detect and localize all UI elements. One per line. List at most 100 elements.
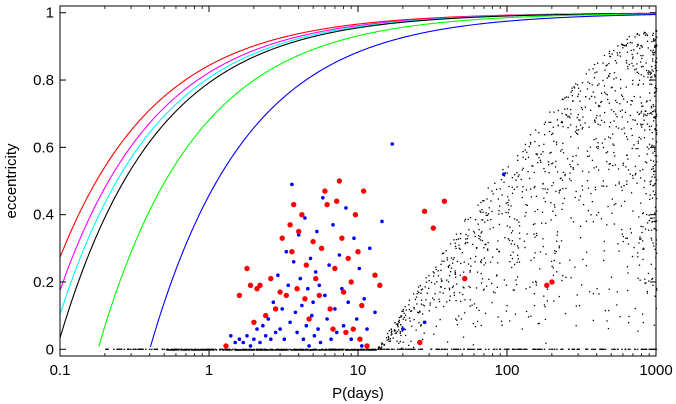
black-point <box>533 187 535 189</box>
black-point <box>656 70 658 72</box>
black-point <box>608 163 610 165</box>
black-point <box>434 283 436 285</box>
black-point <box>546 192 548 194</box>
blue-point <box>273 330 278 335</box>
black-point <box>611 53 613 55</box>
blue-point <box>329 337 333 342</box>
black-point <box>522 167 524 169</box>
black-point <box>587 155 589 158</box>
black-point <box>538 322 540 324</box>
black-point <box>271 348 274 350</box>
black-point <box>544 171 546 173</box>
black-point <box>589 291 591 293</box>
black-point <box>626 266 628 268</box>
black-point <box>413 308 415 310</box>
black-point <box>564 173 566 175</box>
black-point <box>534 223 536 225</box>
black-point <box>210 348 212 350</box>
black-points <box>105 30 658 351</box>
black-point <box>469 271 471 273</box>
black-point <box>451 286 454 289</box>
black-point <box>586 150 589 152</box>
black-point <box>423 305 426 307</box>
black-point <box>614 164 616 166</box>
black-point <box>513 243 516 245</box>
black-point <box>484 221 486 223</box>
black-point <box>533 305 536 307</box>
black-point <box>638 34 640 36</box>
black-point <box>449 271 452 273</box>
black-point <box>639 279 641 281</box>
blue-point <box>331 223 335 227</box>
black-point <box>351 349 353 351</box>
black-point <box>517 159 519 161</box>
plot-background <box>60 6 656 356</box>
red-point <box>299 212 305 218</box>
red-point <box>268 275 274 282</box>
black-point <box>314 349 317 351</box>
black-point <box>649 99 651 101</box>
red-point <box>339 235 345 241</box>
black-point <box>487 187 489 189</box>
black-point <box>596 214 598 216</box>
black-point <box>277 348 280 350</box>
black-point <box>606 161 608 163</box>
black-point <box>429 304 431 306</box>
black-point <box>630 49 632 52</box>
black-point <box>640 45 643 47</box>
black-point <box>455 276 457 278</box>
black-point <box>487 213 490 215</box>
black-point <box>652 284 654 286</box>
black-point <box>535 195 538 197</box>
black-point <box>475 287 478 289</box>
black-point <box>608 52 610 55</box>
black-point <box>517 348 519 350</box>
black-point <box>176 349 178 351</box>
black-point <box>650 76 652 79</box>
black-point <box>286 349 288 351</box>
black-point <box>487 348 490 350</box>
black-point <box>105 348 107 350</box>
black-point <box>548 121 550 123</box>
black-point <box>627 169 630 171</box>
black-point <box>256 348 258 350</box>
black-point <box>570 217 572 219</box>
black-point <box>628 63 630 66</box>
black-point <box>507 166 509 168</box>
black-point <box>465 242 467 244</box>
black-point <box>641 57 643 60</box>
black-point <box>333 348 335 350</box>
black-point <box>640 124 642 126</box>
black-point <box>579 119 581 121</box>
black-point <box>571 95 573 97</box>
blue-point <box>263 334 268 338</box>
black-point <box>597 147 599 150</box>
black-point <box>398 342 400 344</box>
black-point <box>479 239 482 241</box>
black-point <box>483 200 485 202</box>
black-point <box>616 291 618 293</box>
black-point <box>584 122 586 124</box>
black-point <box>373 348 376 350</box>
blue-point <box>311 300 315 305</box>
black-point <box>542 151 544 153</box>
black-point <box>440 278 442 280</box>
black-point <box>549 111 551 113</box>
black-point <box>634 348 636 350</box>
black-point <box>479 236 481 238</box>
black-point <box>362 348 364 350</box>
black-point <box>651 66 653 68</box>
black-point <box>390 328 392 330</box>
black-point <box>428 310 430 312</box>
black-point <box>302 348 305 350</box>
black-point <box>577 163 579 166</box>
black-point <box>206 349 208 351</box>
black-point <box>651 51 654 53</box>
black-point <box>557 109 559 112</box>
black-point <box>511 192 514 194</box>
black-point <box>616 116 618 118</box>
black-point <box>469 257 472 260</box>
black-point <box>601 142 603 144</box>
black-point <box>597 146 599 148</box>
black-point <box>203 349 205 351</box>
